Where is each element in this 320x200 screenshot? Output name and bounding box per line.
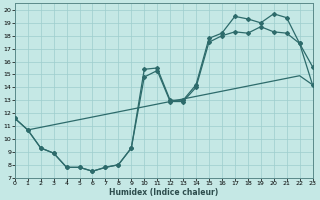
X-axis label: Humidex (Indice chaleur): Humidex (Indice chaleur) bbox=[109, 188, 218, 197]
